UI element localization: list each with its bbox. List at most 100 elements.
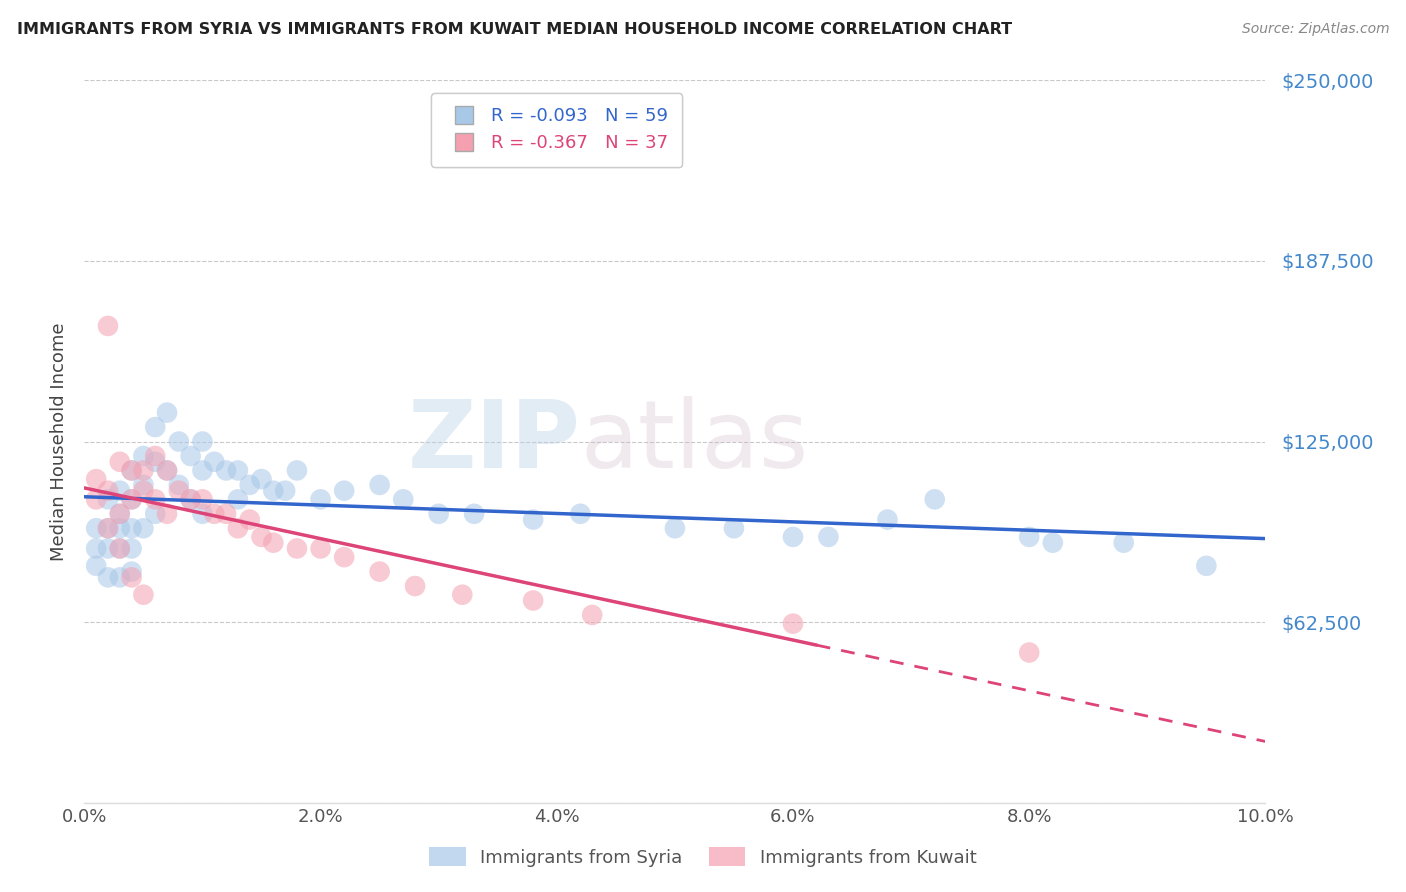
Point <box>368 565 391 579</box>
Point <box>143 492 166 507</box>
Point <box>191 492 214 507</box>
Point <box>262 483 284 498</box>
Point <box>522 593 544 607</box>
Point <box>108 541 131 556</box>
Point <box>226 463 249 477</box>
Point <box>250 530 273 544</box>
Point <box>180 492 202 507</box>
Point <box>108 570 131 584</box>
Text: Source: ZipAtlas.com: Source: ZipAtlas.com <box>1241 22 1389 37</box>
Point <box>84 558 107 573</box>
Point <box>97 521 120 535</box>
Point <box>782 530 804 544</box>
Point <box>274 483 297 498</box>
Point <box>108 507 131 521</box>
Point <box>167 434 190 449</box>
Point <box>121 492 143 507</box>
Legend: R = -0.093   N = 59, R = -0.367   N = 37: R = -0.093 N = 59, R = -0.367 N = 37 <box>432 93 682 167</box>
Point <box>167 478 190 492</box>
Point <box>368 478 391 492</box>
Point <box>1018 530 1040 544</box>
Point <box>143 420 166 434</box>
Point <box>121 521 143 535</box>
Point <box>156 463 179 477</box>
Point <box>121 541 143 556</box>
Point <box>132 449 155 463</box>
Point <box>569 507 592 521</box>
Point <box>121 570 143 584</box>
Point <box>202 507 225 521</box>
Point <box>333 483 356 498</box>
Point <box>143 507 166 521</box>
Point <box>215 463 238 477</box>
Point <box>250 472 273 486</box>
Point <box>132 483 155 498</box>
Point <box>97 318 120 333</box>
Point <box>121 463 143 477</box>
Point <box>309 541 332 556</box>
Point <box>97 492 120 507</box>
Point <box>84 472 107 486</box>
Point <box>664 521 686 535</box>
Point <box>84 541 107 556</box>
Point <box>191 507 214 521</box>
Point <box>121 565 143 579</box>
Point <box>156 507 179 521</box>
Point <box>1018 646 1040 660</box>
Point <box>202 455 225 469</box>
Point <box>1042 535 1064 549</box>
Y-axis label: Median Household Income: Median Household Income <box>49 322 67 561</box>
Point <box>156 406 179 420</box>
Point <box>97 483 120 498</box>
Point <box>156 463 179 477</box>
Point <box>924 492 946 507</box>
Point <box>180 449 202 463</box>
Point <box>285 541 308 556</box>
Point <box>84 521 107 535</box>
Point <box>239 512 262 526</box>
Point <box>97 541 120 556</box>
Point <box>522 512 544 526</box>
Legend: Immigrants from Syria, Immigrants from Kuwait: Immigrants from Syria, Immigrants from K… <box>422 840 984 874</box>
Point <box>180 492 202 507</box>
Point <box>167 483 190 498</box>
Point <box>132 478 155 492</box>
Point <box>285 463 308 477</box>
Text: IMMIGRANTS FROM SYRIA VS IMMIGRANTS FROM KUWAIT MEDIAN HOUSEHOLD INCOME CORRELAT: IMMIGRANTS FROM SYRIA VS IMMIGRANTS FROM… <box>17 22 1012 37</box>
Point <box>121 463 143 477</box>
Point <box>215 507 238 521</box>
Point <box>108 483 131 498</box>
Point <box>876 512 898 526</box>
Point <box>309 492 332 507</box>
Point <box>84 492 107 507</box>
Point <box>427 507 450 521</box>
Point <box>97 570 120 584</box>
Point <box>132 588 155 602</box>
Point <box>143 455 166 469</box>
Point <box>132 521 155 535</box>
Point <box>108 455 131 469</box>
Point <box>226 492 249 507</box>
Point <box>1112 535 1135 549</box>
Point <box>463 507 485 521</box>
Point <box>817 530 839 544</box>
Point <box>108 521 131 535</box>
Point <box>97 521 120 535</box>
Point <box>191 463 214 477</box>
Point <box>723 521 745 535</box>
Text: ZIP: ZIP <box>408 395 581 488</box>
Point <box>191 434 214 449</box>
Point <box>451 588 474 602</box>
Point <box>239 478 262 492</box>
Point <box>121 492 143 507</box>
Point <box>108 507 131 521</box>
Point <box>782 616 804 631</box>
Point <box>143 449 166 463</box>
Point <box>226 521 249 535</box>
Point <box>262 535 284 549</box>
Point <box>108 541 131 556</box>
Point <box>581 607 603 622</box>
Point <box>132 463 155 477</box>
Point <box>404 579 426 593</box>
Point <box>1195 558 1218 573</box>
